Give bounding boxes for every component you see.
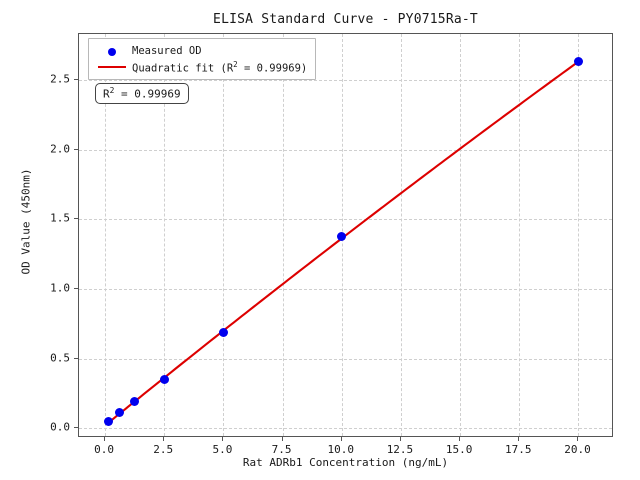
x-axis-label: Rat ADRb1 Concentration (ng/mL) bbox=[242, 456, 449, 469]
legend-item-measured-od: Measured OD bbox=[95, 44, 307, 59]
y-tick-label: 1.5 bbox=[50, 211, 70, 225]
x-tick-label: 17.5 bbox=[505, 443, 532, 456]
gridline-horizontal bbox=[79, 219, 612, 221]
x-tick-label: 5.0 bbox=[212, 443, 233, 456]
x-tick-label: 20.0 bbox=[564, 443, 591, 456]
x-tick-label: 0.0 bbox=[94, 443, 114, 456]
gridline-horizontal bbox=[79, 79, 612, 81]
x-tick-mark bbox=[163, 437, 165, 441]
data-point bbox=[115, 408, 125, 418]
x-tick-label: 12.5 bbox=[386, 443, 414, 456]
r2-superscript: 2 bbox=[109, 86, 115, 95]
x-tick-mark bbox=[577, 437, 579, 441]
legend-label-measured-od: Measured OD bbox=[132, 45, 202, 57]
gridline-vertical bbox=[400, 34, 402, 436]
x-tick-label: 7.5 bbox=[271, 443, 292, 456]
x-tick-label: 10.0 bbox=[327, 443, 355, 456]
y-tick-label: 2.5 bbox=[50, 72, 70, 86]
gridline-horizontal bbox=[79, 428, 612, 430]
data-point bbox=[337, 231, 347, 241]
y-tick-label: 0.0 bbox=[50, 420, 70, 434]
r2-prefix: R bbox=[103, 87, 110, 101]
y-tick-mark bbox=[74, 287, 78, 289]
y-tick-mark bbox=[74, 427, 78, 429]
data-point bbox=[104, 416, 114, 426]
legend-item-quadratic-fit: Quadratic fit (R2 = 0.99969) bbox=[95, 59, 307, 74]
data-point bbox=[218, 327, 228, 337]
y-tick-mark bbox=[74, 357, 78, 359]
y-axis-label: OD Value (450nm) bbox=[19, 168, 33, 275]
x-tick-label: 2.5 bbox=[153, 443, 174, 456]
y-tick-label: 2.0 bbox=[50, 142, 70, 156]
legend-fit-prefix: Quadratic fit (R bbox=[132, 62, 234, 75]
x-tick-mark bbox=[281, 437, 283, 441]
gridline-horizontal bbox=[79, 358, 612, 360]
data-point bbox=[159, 374, 169, 384]
legend-label-quadratic-fit: Quadratic fit (R2 = 0.99969) bbox=[129, 57, 307, 77]
x-tick-mark bbox=[459, 437, 461, 441]
gridline-vertical bbox=[223, 34, 225, 436]
data-point bbox=[130, 397, 140, 407]
gridline-vertical bbox=[105, 34, 107, 436]
y-tick-mark bbox=[74, 218, 78, 220]
x-tick-mark bbox=[222, 437, 224, 441]
legend-fit-superscript: 2 bbox=[233, 59, 238, 69]
gridline-horizontal bbox=[79, 149, 612, 151]
gridline-vertical bbox=[460, 34, 462, 436]
r-squared-annotation: R2 = 0.99969 bbox=[95, 83, 189, 104]
gridline-vertical bbox=[519, 34, 521, 436]
x-tick-label: 15.0 bbox=[445, 443, 473, 456]
y-tick-mark bbox=[74, 148, 78, 150]
gridline-vertical bbox=[578, 34, 580, 436]
legend-line-marker-icon bbox=[95, 65, 129, 68]
chart-title: ELISA Standard Curve - PY0715Ra-T bbox=[213, 12, 478, 27]
x-tick-mark bbox=[399, 437, 401, 441]
data-point bbox=[573, 57, 583, 67]
y-tick-label: 1.0 bbox=[50, 281, 70, 295]
x-tick-mark bbox=[340, 437, 342, 441]
r2-suffix: = 0.99969 bbox=[114, 87, 181, 101]
x-tick-mark bbox=[518, 437, 520, 441]
y-tick-mark bbox=[74, 78, 78, 80]
x-tick-mark bbox=[104, 437, 106, 441]
legend-dot-marker-icon bbox=[95, 47, 129, 56]
legend-fit-suffix: = 0.99969) bbox=[237, 62, 308, 75]
chart-legend: Measured OD Quadratic fit (R2 = 0.99969) bbox=[88, 38, 317, 80]
gridline-horizontal bbox=[79, 288, 612, 290]
gridline-vertical bbox=[282, 34, 284, 436]
y-tick-label: 0.5 bbox=[50, 351, 70, 365]
gridline-vertical bbox=[164, 34, 166, 436]
